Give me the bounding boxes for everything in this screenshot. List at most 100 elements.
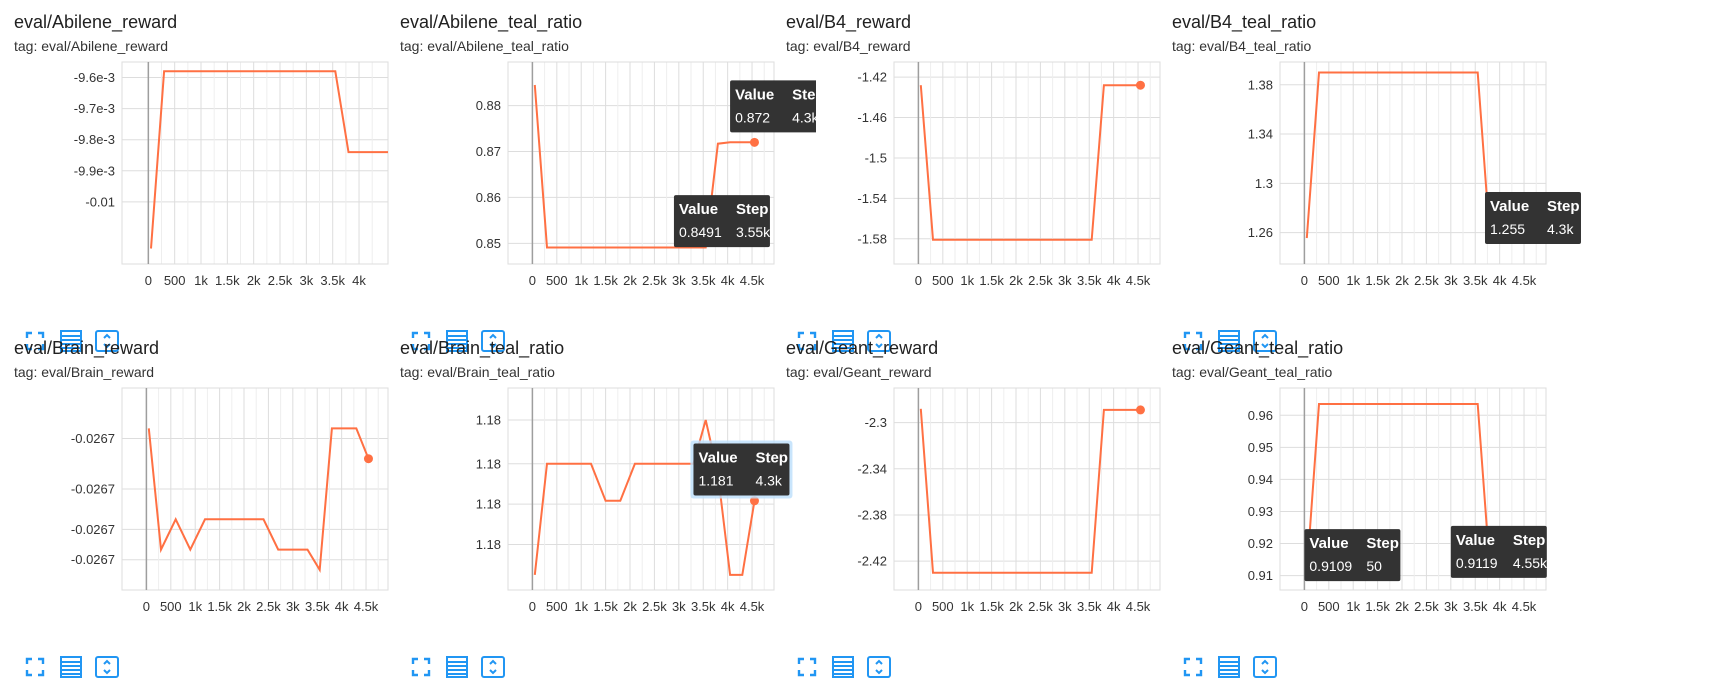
x-tick-label: 3k [299, 273, 313, 288]
data-table-button[interactable] [444, 654, 470, 680]
fullscreen-button[interactable] [1180, 328, 1206, 354]
fit-domain-button[interactable] [480, 654, 506, 680]
fullscreen-button[interactable] [794, 328, 820, 354]
fit-domain-button[interactable] [866, 654, 892, 680]
tooltip-header-step: Step [1513, 532, 1546, 549]
y-tick-label: 1.18 [476, 497, 501, 512]
x-tick-label: 3k [286, 599, 300, 614]
fullscreen-button[interactable] [794, 654, 820, 680]
line-chart[interactable]: 0 500 1k 1.5k 2k 2.5k 3k 3.5k 4k 4.5k 1.18 1.18 1.18… [386, 326, 816, 626]
y-tick-label: -9.6e-3 [74, 70, 115, 85]
line-chart[interactable]: 0 500 1k 1.5k 2k 2.5k 3k 3.5k 4k 4.5k -2.3 -2.34 -2.… [772, 326, 1202, 626]
series-end-marker[interactable] [1135, 80, 1145, 90]
y-tick-label: -1.46 [857, 110, 887, 125]
series-line[interactable] [919, 84, 1141, 241]
tooltip-step: 4.3k [792, 109, 816, 125]
x-tick-label: 4.5k [1126, 273, 1151, 288]
tooltip-header-step: Step [792, 86, 816, 103]
data-table-button[interactable] [58, 654, 84, 680]
tooltip-header-step: Step [736, 201, 769, 218]
x-tick-label: 4k [1107, 599, 1121, 614]
chart-card: eval/Geant_teal_ratio tag: eval/Geant_tea… [1158, 326, 1588, 678]
y-tick-label: -0.0267 [71, 431, 115, 446]
data-table-button[interactable] [444, 328, 470, 354]
data-table-button[interactable] [1216, 328, 1242, 354]
x-tick-label: 2k [1009, 273, 1023, 288]
series-end-marker[interactable] [1135, 405, 1145, 415]
series-line[interactable] [150, 70, 388, 249]
series-end-marker[interactable] [749, 137, 759, 147]
tooltip-value: 0.9109 [1309, 558, 1352, 574]
fit-domain-button[interactable] [94, 654, 120, 680]
y-tick-label: -1.5 [865, 150, 887, 165]
x-tick-label: 4k [721, 273, 735, 288]
line-chart[interactable]: 0 500 1k 1.5k 2k 2.5k 3k 3.5k 4k 4.5k -1.42 -1.46 -1… [772, 0, 1202, 300]
fit-domain-icon [867, 656, 891, 678]
fit-domain-button[interactable] [1252, 328, 1278, 354]
fit-domain-button[interactable] [1252, 654, 1278, 680]
x-tick-label: 4k [1107, 273, 1121, 288]
x-tick-label: 500 [546, 273, 568, 288]
data-table-button[interactable] [830, 328, 856, 354]
line-chart[interactable]: 0 500 1k 1.5k 2k 2.5k 3k 3.5k 4k 4.5k 0.88 0.87 0.86… [386, 0, 816, 300]
chart-tag: tag: eval/Abilene_reward [14, 38, 169, 54]
x-tick-label: 4k [352, 273, 366, 288]
fullscreen-button[interactable] [22, 328, 48, 354]
x-tick-label: 3.5k [691, 273, 716, 288]
x-tick-label: 1.5k [593, 599, 618, 614]
chart-title: eval/B4_reward [786, 12, 912, 32]
x-tick-label: 3k [1058, 599, 1072, 614]
tooltip-step: 4.55k [1513, 555, 1548, 571]
line-chart[interactable]: 0 500 1k 1.5k 2k 2.5k 3k 3.5k 4k 4.5k 0.96 0.95 0.94… [1158, 326, 1588, 626]
fit-domain-icon [481, 656, 505, 678]
x-tick-label: 500 [1318, 273, 1340, 288]
x-tick-label: 1.5k [1365, 273, 1390, 288]
fit-domain-button[interactable] [866, 328, 892, 354]
fit-domain-icon [95, 656, 119, 678]
series-line[interactable] [919, 408, 1141, 574]
series-line[interactable] [147, 427, 370, 573]
fullscreen-button[interactable] [408, 328, 434, 354]
fit-domain-icon [481, 330, 505, 352]
line-chart[interactable]: 0 500 1k 1.5k 2k 2.5k 3k 3.5k 4k 4.5k -0.0267 -0.02… [0, 326, 430, 626]
chart-title: eval/Abilene_teal_ratio [400, 12, 583, 32]
x-tick-label: 2.5k [268, 273, 293, 288]
x-tick-label: 500 [932, 599, 954, 614]
data-table-button[interactable] [1216, 654, 1242, 680]
tooltip-value: 1.181 [698, 473, 733, 489]
data-table-button[interactable] [830, 654, 856, 680]
x-tick-label: 1k [194, 273, 208, 288]
y-tick-label: -1.58 [857, 231, 887, 246]
line-chart[interactable]: 0 500 1k 1.5k 2k 2.5k 3k 3.5k 4k 4.5k 1.38 1.34 1.3 1… [1158, 0, 1588, 300]
series-end-marker[interactable] [363, 454, 373, 464]
fit-domain-button[interactable] [94, 328, 120, 354]
fullscreen-icon [411, 657, 431, 677]
y-tick-label: 0.85 [476, 236, 501, 251]
plot-frame [507, 61, 775, 265]
x-tick-label: 4k [1493, 599, 1507, 614]
x-tick-label: 4.5k [740, 273, 765, 288]
tooltip-value: 0.9119 [1456, 555, 1498, 571]
x-tick-label: 3.5k [1077, 273, 1102, 288]
series-line[interactable] [533, 84, 755, 249]
x-tick-label: 3k [672, 273, 686, 288]
line-chart[interactable]: 0 500 1k 1.5k 2k 2.5k 3k 3.5k 4k -9.6e-3 -9.7e-3 -9… [0, 0, 430, 300]
x-tick-label: 0 [529, 273, 536, 288]
fit-domain-button[interactable] [480, 328, 506, 354]
x-tick-label: 4.5k [740, 599, 765, 614]
x-tick-label: 4k [721, 599, 735, 614]
data-table-button[interactable] [58, 328, 84, 354]
fullscreen-button[interactable] [22, 654, 48, 680]
plot-frame [1279, 387, 1547, 591]
y-tick-label: 1.18 [476, 412, 501, 427]
x-tick-label: 1k [1346, 273, 1360, 288]
series-line[interactable] [533, 419, 756, 576]
x-tick-label: 1.5k [207, 599, 232, 614]
chart-card: eval/Abilene_teal_ratio tag: eval/Abilene… [386, 0, 816, 352]
x-tick-label: 1k [188, 599, 202, 614]
y-tick-label: -1.54 [857, 191, 887, 206]
fullscreen-button[interactable] [408, 654, 434, 680]
fullscreen-button[interactable] [1180, 654, 1206, 680]
data-table-icon [832, 656, 854, 678]
y-tick-label: -0.0267 [71, 482, 115, 497]
